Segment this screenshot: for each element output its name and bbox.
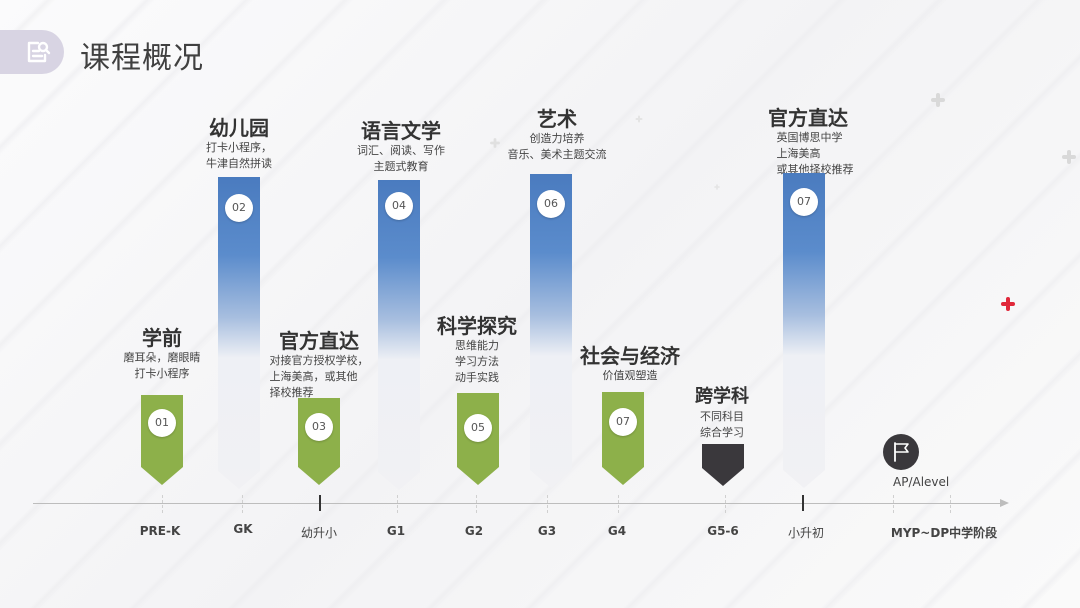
stage-bar-07b: 07 xyxy=(783,173,825,488)
axis-label: PRE-K xyxy=(139,524,181,538)
stage-title: 语言文学 xyxy=(361,119,441,143)
stage-desc: 创造力培养 xyxy=(529,132,585,145)
axis-label: G3 xyxy=(537,524,557,538)
stage-number-badge: 03 xyxy=(305,413,333,441)
axis-label: G4 xyxy=(607,524,627,538)
axis-label: 幼升小 xyxy=(300,526,338,540)
decor-cross-icon xyxy=(931,93,945,107)
stage-desc: 音乐、美术主题交流 xyxy=(507,148,607,161)
stage-bar-05: 05 xyxy=(457,393,499,485)
axis-tick xyxy=(725,495,726,513)
stage-desc: 不同科目 xyxy=(700,410,744,423)
decor-cross-icon xyxy=(490,138,500,148)
stage-number-badge: 06 xyxy=(537,190,565,218)
stage-desc: 上海美高，或其他 xyxy=(269,370,358,383)
decor-cross-icon xyxy=(1001,297,1015,311)
stage-g2: 科学探究 思维能力 学习方法 动手实践 xyxy=(437,314,517,386)
stage-g5-6: 跨学科 不同科目 综合学习 xyxy=(695,385,749,441)
stage-desc: 学习方法 xyxy=(455,355,499,368)
axis-label: GK xyxy=(233,522,253,536)
stage-desc: 对接官方授权学校， xyxy=(269,354,369,367)
page-title: 课程概况 xyxy=(80,41,204,76)
stage-title: 学前 xyxy=(142,326,182,350)
axis-tick-major xyxy=(319,495,321,511)
flag-label: AP/Alevel xyxy=(893,475,950,489)
stage-gk: 幼儿园 打卡小程序， 牛津自然拼读 xyxy=(206,116,272,172)
document-search-icon xyxy=(27,41,51,63)
stage-bar-06: 06 xyxy=(530,174,572,488)
axis-tick xyxy=(547,495,548,513)
stage-desc: 词汇、阅读、写作 xyxy=(357,144,445,157)
stage-primary-to-middle: 官方直达 英国博思中学 上海美高 或其他择校推荐 xyxy=(763,106,854,178)
stage-desc: 思维能力 xyxy=(455,339,499,352)
stage-number-badge: 07 xyxy=(609,408,637,436)
stage-desc: 打卡小程序 xyxy=(134,367,190,380)
stage-bar-03: 03 xyxy=(298,398,340,485)
stage-desc: 动手实践 xyxy=(455,371,499,384)
stage-g3: 艺术 创造力培养 音乐、美术主题交流 xyxy=(508,107,607,163)
stage-desc: 打卡小程序， xyxy=(206,141,272,154)
stage-desc: 价值观塑造 xyxy=(602,369,658,382)
timeline-axis xyxy=(33,503,1003,504)
axis-label: G5-6 xyxy=(707,524,739,538)
stage-title: 官方直达 xyxy=(279,329,359,353)
stage-desc: 择校推荐 xyxy=(269,386,314,399)
decor-cross-icon xyxy=(1062,150,1076,164)
stage-title: 跨学科 xyxy=(695,386,749,407)
stage-desc: 英国博思中学 xyxy=(776,131,843,144)
flag-icon xyxy=(894,442,909,462)
arrow-right-icon xyxy=(1000,499,1009,507)
stage-desc: 牛津自然拼读 xyxy=(206,157,272,170)
stage-number-badge: 02 xyxy=(225,194,253,222)
stage-g1: 语言文学 词汇、阅读、写作 主题式教育 xyxy=(357,119,445,175)
title-pill xyxy=(0,30,64,74)
stage-number-badge: 05 xyxy=(464,414,492,442)
stage-number-badge: 01 xyxy=(148,409,176,437)
stage-bar-04: 04 xyxy=(378,180,420,490)
axis-tick xyxy=(476,495,477,513)
axis-tick xyxy=(242,495,243,513)
axis-tick xyxy=(618,495,619,513)
stage-bar-02: 02 xyxy=(218,177,260,489)
stage-kinder-to-primary: 官方直达 对接官方授权学校， 上海美高，或其他 择校推荐 xyxy=(270,329,369,401)
axis-label: G1 xyxy=(386,524,406,538)
stage-prek: 学前 磨耳朵，磨眼睛 打卡小程序 xyxy=(124,326,201,382)
stage-desc: 主题式教育 xyxy=(373,160,429,173)
stage-g4: 社会与经济 价值观塑造 xyxy=(580,344,680,384)
decor-cross-icon xyxy=(635,115,643,123)
axis-label: G2 xyxy=(464,524,484,538)
axis-label: 小升初 xyxy=(787,526,825,540)
axis-label: MYP~DP中学阶段 xyxy=(890,526,998,540)
axis-tick-major xyxy=(802,495,804,511)
stage-number-badge: 04 xyxy=(385,192,413,220)
stage-bar-07a: 07 xyxy=(602,392,644,485)
axis-tick xyxy=(162,495,163,513)
stage-desc: 磨耳朵，磨眼睛 xyxy=(123,351,201,364)
stage-number-badge: 07 xyxy=(790,188,818,216)
stage-desc: 或其他择校推荐 xyxy=(776,163,854,176)
stage-bar-01: 01 xyxy=(141,395,183,485)
stage-title: 幼儿园 xyxy=(209,116,269,140)
axis-tick xyxy=(397,495,398,513)
stage-title: 科学探究 xyxy=(437,314,517,338)
axis-tick xyxy=(893,495,894,513)
axis-tick xyxy=(950,495,951,513)
stage-desc: 综合学习 xyxy=(700,426,744,439)
flag-badge xyxy=(883,434,919,470)
decor-cross-icon xyxy=(714,184,720,190)
stage-bar-dark xyxy=(702,444,744,486)
stage-desc: 上海美高 xyxy=(776,147,821,160)
stage-title: 社会与经济 xyxy=(580,344,680,368)
stage-title: 官方直达 xyxy=(768,106,848,130)
stage-title: 艺术 xyxy=(537,107,577,131)
